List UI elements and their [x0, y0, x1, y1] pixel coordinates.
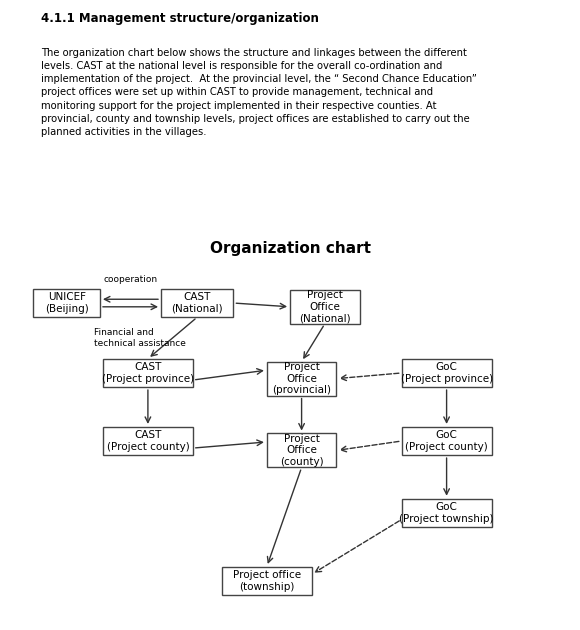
FancyBboxPatch shape: [103, 358, 193, 387]
Text: GoC
(Project county): GoC (Project county): [405, 430, 488, 452]
Text: The organization chart below shows the structure and linkages between the differ: The organization chart below shows the s…: [41, 48, 477, 137]
Text: 4.1.1 Management structure/organization: 4.1.1 Management structure/organization: [41, 12, 318, 25]
Text: Project
Office
(National): Project Office (National): [299, 290, 351, 323]
Text: Financial and
technical assistance: Financial and technical assistance: [94, 328, 186, 348]
FancyBboxPatch shape: [103, 427, 193, 455]
Text: GoC
(Project township): GoC (Project township): [400, 502, 494, 524]
Text: GoC
(Project province): GoC (Project province): [401, 362, 492, 384]
Text: cooperation: cooperation: [103, 275, 158, 284]
FancyBboxPatch shape: [401, 358, 492, 387]
Text: UNICEF
(Beijing): UNICEF (Beijing): [45, 292, 89, 314]
FancyBboxPatch shape: [222, 567, 312, 595]
FancyBboxPatch shape: [401, 499, 492, 527]
Text: Organization chart: Organization chart: [209, 241, 371, 256]
Text: Project office
(township): Project office (township): [233, 570, 301, 592]
FancyBboxPatch shape: [267, 362, 336, 396]
FancyBboxPatch shape: [161, 289, 233, 317]
FancyBboxPatch shape: [290, 290, 360, 324]
Text: CAST
(Project province): CAST (Project province): [102, 362, 194, 384]
FancyBboxPatch shape: [401, 427, 492, 455]
Text: Project
Office
(county): Project Office (county): [280, 434, 324, 467]
FancyBboxPatch shape: [267, 433, 336, 467]
FancyBboxPatch shape: [34, 289, 100, 317]
Text: Project
Office
(provincial): Project Office (provincial): [272, 362, 331, 395]
Text: CAST
(Project county): CAST (Project county): [107, 430, 189, 452]
Text: CAST
(National): CAST (National): [171, 292, 223, 314]
